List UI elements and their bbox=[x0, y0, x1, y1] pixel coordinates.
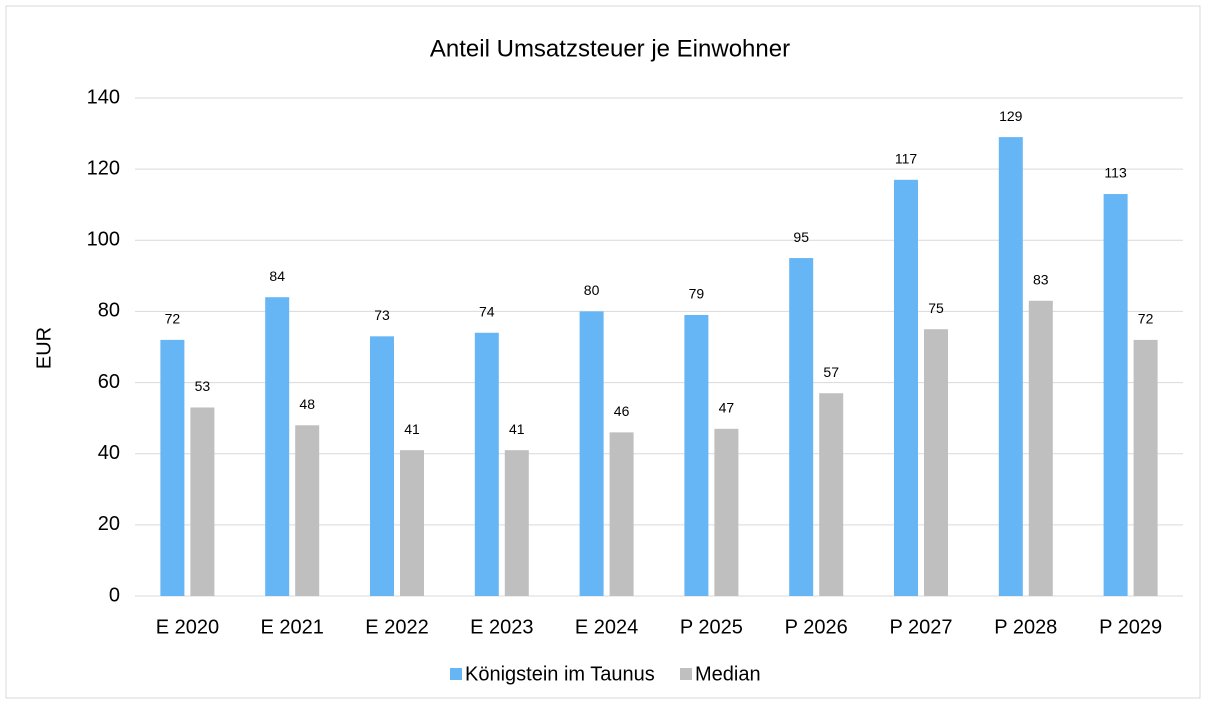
x-tick-label: E 2023 bbox=[470, 616, 533, 638]
x-tick-label: E 2022 bbox=[365, 616, 428, 638]
data-label: 80 bbox=[584, 282, 600, 298]
bar bbox=[400, 450, 424, 596]
bar bbox=[789, 258, 814, 596]
x-tick-label: E 2024 bbox=[575, 616, 638, 638]
legend-swatch bbox=[450, 668, 462, 680]
bar bbox=[924, 329, 948, 596]
x-tick-label: P 2029 bbox=[1099, 616, 1162, 638]
data-label: 41 bbox=[509, 421, 525, 437]
data-label: 95 bbox=[793, 229, 809, 245]
bar bbox=[504, 450, 529, 596]
y-tick-label: 60 bbox=[98, 371, 120, 393]
data-label: 117 bbox=[895, 151, 918, 167]
y-tick-label: 0 bbox=[109, 584, 120, 606]
data-label: 129 bbox=[999, 108, 1023, 124]
data-label: 84 bbox=[269, 268, 285, 284]
bar bbox=[684, 314, 709, 596]
data-label: 57 bbox=[823, 364, 839, 380]
y-tick-label: 20 bbox=[98, 513, 120, 535]
x-tick-label: P 2025 bbox=[680, 616, 743, 638]
bar bbox=[1103, 194, 1128, 597]
bar bbox=[714, 428, 739, 596]
bar bbox=[370, 336, 394, 596]
y-axis-label: EUR bbox=[33, 327, 55, 369]
bar bbox=[1133, 339, 1158, 596]
data-label: 72 bbox=[1138, 311, 1154, 327]
y-tick-label: 80 bbox=[98, 300, 120, 322]
x-tick-label: P 2028 bbox=[994, 616, 1057, 638]
bar bbox=[579, 311, 604, 596]
bar bbox=[160, 339, 185, 596]
y-tick-label: 140 bbox=[87, 86, 120, 108]
legend-label: Königstein im Taunus bbox=[465, 663, 655, 685]
data-label: 79 bbox=[689, 286, 705, 302]
legend-label: Median bbox=[695, 663, 761, 685]
bar bbox=[998, 137, 1023, 596]
data-label: 53 bbox=[195, 378, 211, 394]
bar bbox=[474, 332, 499, 596]
data-label: 73 bbox=[374, 307, 390, 323]
x-tick-label: P 2026 bbox=[785, 616, 848, 638]
data-label: 46 bbox=[614, 403, 630, 419]
bar bbox=[819, 393, 844, 596]
bar bbox=[894, 179, 918, 597]
data-label: 72 bbox=[165, 311, 181, 327]
data-label: 48 bbox=[299, 396, 315, 412]
bar bbox=[1028, 300, 1053, 596]
data-label: 47 bbox=[719, 400, 735, 416]
data-label: 75 bbox=[928, 300, 944, 316]
bar bbox=[265, 297, 290, 596]
bar bbox=[295, 425, 320, 596]
x-tick-label: P 2027 bbox=[889, 616, 952, 638]
y-tick-label: 40 bbox=[98, 442, 120, 464]
data-label: 83 bbox=[1033, 271, 1049, 287]
bar bbox=[609, 432, 634, 596]
data-label: 113 bbox=[1104, 165, 1127, 181]
y-tick-label: 100 bbox=[87, 229, 120, 251]
data-label: 41 bbox=[404, 421, 420, 437]
data-label: 74 bbox=[479, 303, 495, 319]
bar bbox=[190, 407, 215, 596]
legend-swatch bbox=[680, 668, 692, 680]
y-tick-label: 120 bbox=[87, 157, 120, 179]
x-tick-label: E 2021 bbox=[261, 616, 324, 638]
x-tick-label: E 2020 bbox=[156, 616, 219, 638]
chart-title: Anteil Umsatzsteuer je Einwohner bbox=[430, 35, 790, 62]
